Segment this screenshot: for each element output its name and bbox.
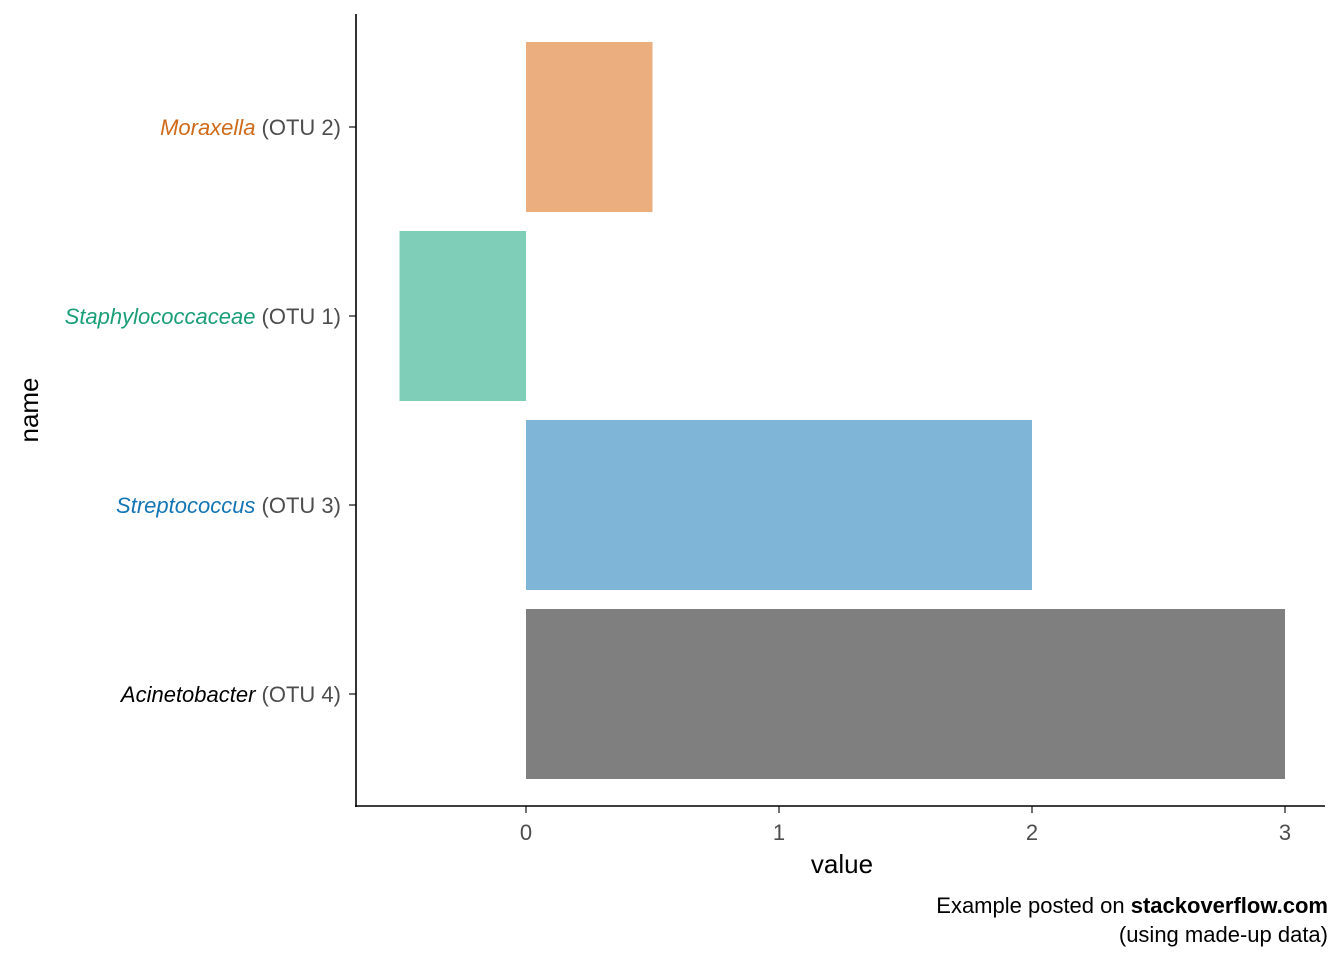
x-tick-label: 0	[520, 820, 532, 845]
y-tick-genus: Moraxella	[160, 115, 255, 140]
y-tick-label-staphylococcaceae: Staphylococcaceae (OTU 1)	[65, 304, 341, 329]
bar-staphylococcaceae	[399, 231, 526, 401]
y-tick-otu: (OTU 3)	[255, 493, 341, 518]
x-tick-label: 2	[1026, 820, 1038, 845]
y-tick-genus: Streptococcus	[116, 493, 255, 518]
y-tick-otu: (OTU 2)	[255, 115, 341, 140]
y-tick-label-streptococcus: Streptococcus (OTU 3)	[116, 493, 341, 518]
caption-line-1: Example posted on stackoverflow.com	[936, 893, 1328, 918]
x-tick-label: 1	[773, 820, 785, 845]
y-tick-label-acinetobacter: Acinetobacter (OTU 4)	[119, 682, 341, 707]
bar-acinetobacter	[526, 609, 1285, 779]
caption-site: stackoverflow.com	[1131, 893, 1328, 918]
bar-streptococcus	[526, 420, 1032, 590]
y-axis-ticks: Moraxella (OTU 2) Staphylococcaceae (OTU …	[65, 115, 356, 707]
y-axis-title: name	[14, 377, 44, 442]
caption-line-2: (using made-up data)	[1119, 922, 1328, 947]
x-axis-ticks: 0 1 2 3	[520, 806, 1291, 845]
y-tick-otu: (OTU 4)	[255, 682, 341, 707]
y-tick-genus: Acinetobacter	[119, 682, 257, 707]
x-tick-label: 3	[1279, 820, 1291, 845]
bars-group	[399, 42, 1285, 779]
y-tick-label-moraxella: Moraxella (OTU 2)	[160, 115, 341, 140]
x-axis-title: value	[811, 849, 873, 879]
caption-prefix: Example posted on	[936, 893, 1130, 918]
bar-moraxella	[526, 42, 653, 212]
y-tick-otu: (OTU 1)	[255, 304, 341, 329]
y-tick-genus: Staphylococcaceae	[65, 304, 256, 329]
